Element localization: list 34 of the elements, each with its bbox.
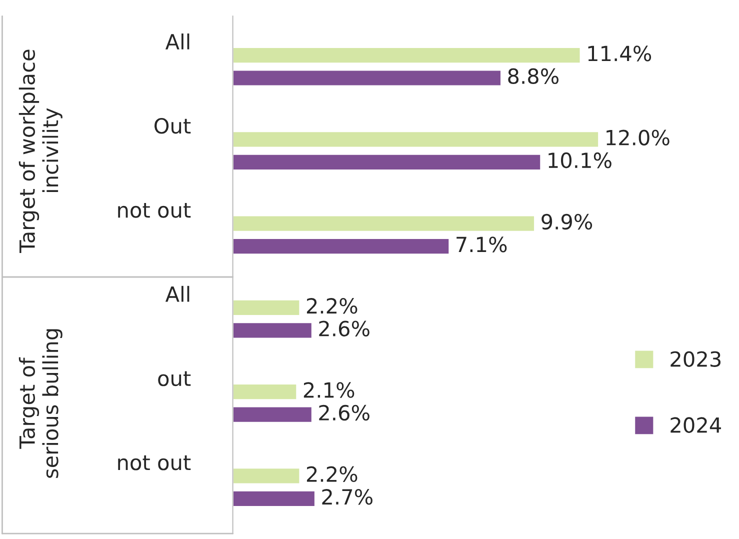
bar: [232, 46, 582, 64]
legend-label: 2024: [670, 417, 721, 433]
y-tick-label: not out: [118, 202, 191, 218]
bar: [232, 130, 600, 148]
bar: [232, 69, 502, 87]
data-label: 2.1%: [304, 382, 354, 398]
data-label: 12.0%: [606, 130, 670, 146]
data-label: 2.2%: [306, 298, 358, 314]
data-label: 2.6%: [319, 404, 370, 421]
bar: [232, 238, 450, 255]
data-label: 2.7%: [322, 488, 372, 505]
legend-label: 2023: [670, 351, 720, 367]
y-tick-label: out: [158, 371, 191, 386]
y-tick-label: All: [165, 33, 190, 50]
bar: [232, 406, 313, 424]
data-label: 8.8%: [508, 68, 559, 84]
text: Target of workplace incivility: [18, 50, 62, 253]
y-tick-label: All: [165, 286, 190, 302]
data-label: 2.2%: [306, 466, 358, 482]
bar: [232, 322, 313, 340]
data-label: 11.4%: [588, 46, 652, 62]
data-label: 10.1%: [548, 152, 612, 168]
data-label: 2.6%: [319, 320, 370, 336]
bar: [232, 153, 542, 171]
y-tick-label: Out: [154, 118, 191, 134]
bar: [232, 214, 536, 232]
y-tick-label: not out: [118, 455, 191, 470]
bar: [232, 490, 316, 508]
bar: [232, 383, 298, 401]
text: Target of serious bulling: [18, 329, 62, 478]
data-label: 9.9%: [542, 214, 592, 230]
bar: [232, 467, 301, 485]
bar: [232, 299, 301, 316]
data-label: 7.1%: [456, 236, 507, 252]
